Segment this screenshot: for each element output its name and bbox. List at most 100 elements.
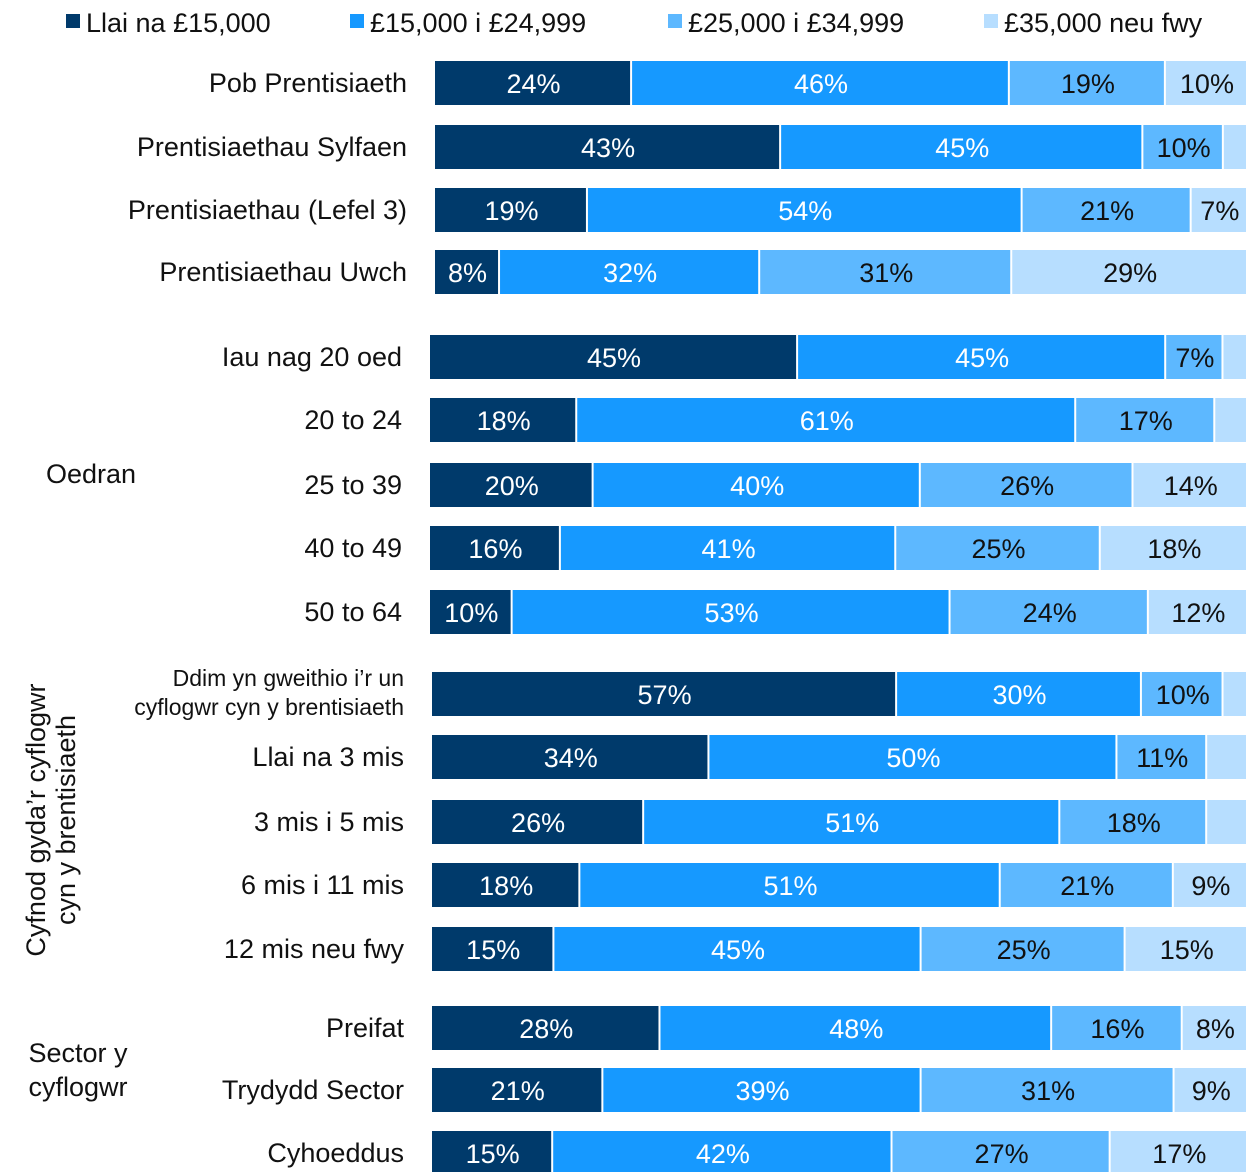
legend-label-3: £25,000 i £34,999 — [688, 8, 904, 38]
data-label: 24% — [1023, 598, 1077, 628]
bar-segment-4 — [1207, 800, 1246, 844]
row-prentisiaethau-sylfaen: Prentisiaethau Sylfaen 43% 45% 10% — [137, 125, 1246, 169]
bar-segment-3 — [1022, 188, 1190, 232]
data-label: 20% — [485, 471, 539, 501]
row-50-to-64: 50 to 64 10% 53% 24% 12% — [304, 590, 1246, 634]
data-label: 31% — [1021, 1076, 1075, 1106]
data-label: 53% — [705, 598, 759, 628]
data-label: 7% — [1200, 196, 1239, 226]
bar-segment-3 — [1000, 863, 1172, 907]
bar-segment-2 — [603, 1068, 920, 1112]
data-label: 15% — [466, 935, 520, 965]
data-label: 17% — [1152, 1139, 1206, 1169]
bar-segment-4 — [1125, 927, 1246, 971]
data-label: 21% — [491, 1076, 545, 1106]
bar-segment-3 — [921, 1068, 1173, 1112]
category-label: 6 mis i 11 mis — [241, 870, 404, 900]
row-prentisiaethau-uwch: Prentisiaethau Uwch 8% 32% 31% 29% — [159, 250, 1246, 294]
bar-segment-2 — [632, 61, 1008, 105]
bar-segment-2 — [897, 672, 1140, 716]
data-label: 39% — [735, 1076, 789, 1106]
category-label: Preifat — [326, 1013, 405, 1043]
bar-segment-3 — [1141, 672, 1222, 716]
data-label: 51% — [825, 808, 879, 838]
bar-rows: Pob Prentisiaeth 24% 46% 19% 10% Prentisiaeth… — [128, 61, 1246, 1172]
data-label: 10% — [1180, 69, 1234, 99]
data-label: 50% — [886, 743, 940, 773]
data-label: 25% — [997, 935, 1051, 965]
bar-segment-1 — [432, 1131, 552, 1172]
data-label: 10% — [1157, 133, 1211, 163]
bar-segment-1 — [432, 1068, 602, 1112]
category-label: 3 mis i 5 mis — [254, 807, 404, 837]
bar-segment-4 — [1191, 188, 1246, 232]
bar-segment-4 — [1174, 1068, 1246, 1112]
data-label: 8% — [448, 258, 487, 288]
row-llai-na-3-mis: Llai na 3 mis 34% 50% 11% — [252, 735, 1246, 779]
row-prentisiaethau-lefel-3: Prentisiaethau (Lefel 3) 19% 54% 21% 7% — [128, 188, 1246, 232]
bar-segment-3 — [950, 590, 1147, 634]
bar-segment-2 — [593, 463, 919, 507]
row-pob-prentisiaeth: Pob Prentisiaeth 24% 46% 19% 10% — [209, 61, 1246, 105]
data-label: 41% — [702, 534, 756, 564]
bar-segment-2 — [709, 735, 1116, 779]
row-ddim-yn-gweithio-i-r-un-cyflogwr-cyn-y-brentisiaeth: Ddim yn gweithio i’r un cyflogwr cyn y br… — [134, 665, 1246, 720]
bar-segment-3 — [1060, 800, 1206, 844]
group-labels: Oedran Cyfnod gyda’r cyflogwrcyn y brenti… — [21, 459, 136, 1102]
category-label: Pob Prentisiaeth — [209, 68, 407, 98]
bar-segment-1 — [432, 800, 643, 844]
legend-label-1: Llai na £15,000 — [86, 8, 271, 38]
category-label: 12 mis neu fwy — [224, 934, 405, 964]
bar-segment-4 — [1148, 590, 1246, 634]
bar-segment-4 — [1100, 526, 1246, 570]
data-label: 14% — [1164, 471, 1218, 501]
bar-segment-1 — [430, 463, 592, 507]
data-label: 34% — [544, 743, 598, 773]
bar-segment-3 — [760, 250, 1011, 294]
data-label: 28% — [519, 1014, 573, 1044]
bar-segment-1 — [432, 672, 896, 716]
bar-segment-4 — [1223, 125, 1246, 169]
bar-segment-2 — [512, 590, 949, 634]
data-label: 12% — [1171, 598, 1225, 628]
bar-segment-3 — [1117, 735, 1206, 779]
category-label: 50 to 64 — [304, 597, 402, 627]
bar-segment-2 — [560, 526, 895, 570]
bar-segment-4 — [1182, 1006, 1246, 1050]
legend-label-2: £15,000 i £24,999 — [370, 8, 586, 38]
bar-segment-1 — [430, 590, 511, 634]
data-label: 57% — [638, 680, 692, 710]
legend-swatch-4 — [984, 14, 998, 28]
bar-segment-4 — [1215, 398, 1246, 442]
bar-segment-1 — [435, 188, 586, 232]
bar-segment-4 — [1173, 863, 1246, 907]
bar-segment-2 — [644, 800, 1059, 844]
data-label: 18% — [479, 871, 533, 901]
row-cyhoeddus: Cyhoeddus 15% 42% 27% 17% — [267, 1131, 1246, 1172]
bar-segment-1 — [432, 863, 579, 907]
row-12-mis-neu-fwy: 12 mis neu fwy 15% 45% 25% 15% — [224, 927, 1246, 971]
bar-segment-4 — [1207, 735, 1246, 779]
data-label: 26% — [511, 808, 565, 838]
bar-segment-4 — [1110, 1131, 1246, 1172]
legend: Llai na £15,000 £15,000 i £24,999 £25,000 … — [66, 8, 1203, 38]
row-40-to-49: 40 to 49 16% 41% 25% 18% — [304, 526, 1246, 570]
bar-segment-4 — [1133, 463, 1246, 507]
data-label: 10% — [1156, 680, 1210, 710]
data-label: 11% — [1136, 743, 1188, 773]
bar-segment-2 — [580, 863, 999, 907]
data-label: 40% — [730, 471, 784, 501]
category-label: Prentisiaethau (Lefel 3) — [128, 195, 407, 225]
bar-segment-2 — [577, 398, 1075, 442]
data-label: 45% — [955, 343, 1009, 373]
bar-segment-3 — [920, 463, 1132, 507]
group-label-oedran: Oedran — [46, 459, 136, 489]
row-preifat: Preifat 28% 48% 16% 8% — [326, 1006, 1246, 1050]
row-25-to-39: 25 to 39 20% 40% 26% 14% — [304, 463, 1246, 507]
row-6-mis-i-11-mis: 6 mis i 11 mis 18% 51% 21% 9% — [241, 863, 1246, 907]
bar-segment-3 — [1166, 335, 1222, 379]
data-label: 19% — [484, 196, 538, 226]
data-label: 45% — [587, 343, 641, 373]
bar-segment-2 — [553, 1131, 891, 1172]
